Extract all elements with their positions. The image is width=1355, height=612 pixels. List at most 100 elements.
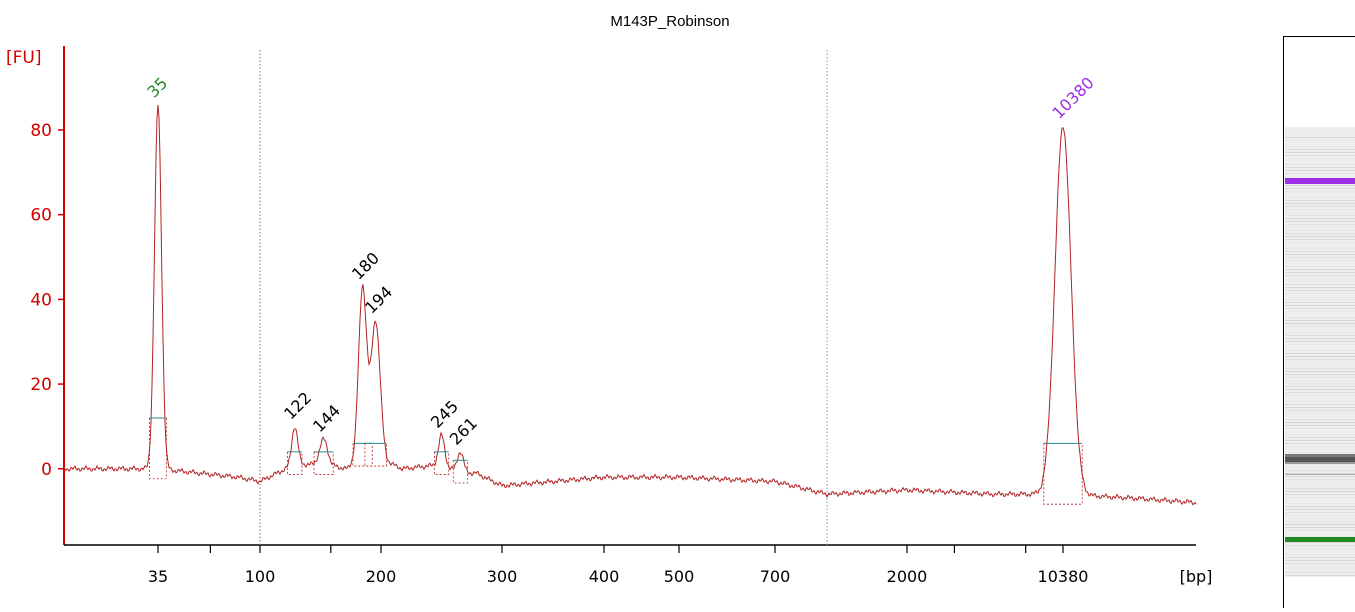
- gel-texture-line: [1285, 194, 1355, 195]
- gel-texture-line: [1285, 164, 1355, 165]
- gel-texture-line: [1285, 527, 1355, 528]
- gel-band: [1285, 457, 1355, 462]
- peak-region: [287, 451, 303, 475]
- peak-region: [313, 451, 334, 475]
- gel-texture-line: [1285, 371, 1355, 372]
- gel-texture-line: [1285, 218, 1355, 219]
- gel-image: [1285, 127, 1355, 577]
- gel-texture-line: [1285, 296, 1355, 297]
- gel-texture-line: [1285, 233, 1355, 234]
- gel-texture-line: [1285, 347, 1355, 348]
- gel-texture-line: [1285, 503, 1355, 504]
- peak-region: [364, 443, 387, 467]
- peak-label: 35: [143, 74, 171, 102]
- gel-texture-line: [1285, 380, 1355, 381]
- gel-texture-line: [1285, 152, 1355, 153]
- gel-texture-line: [1285, 494, 1355, 495]
- gel-texture-line: [1285, 521, 1355, 522]
- gel-texture-line: [1285, 398, 1355, 399]
- gel-texture-line: [1285, 365, 1355, 366]
- gel-texture-line: [1285, 446, 1355, 447]
- gel-texture-line: [1285, 254, 1355, 255]
- gel-texture-line: [1285, 476, 1355, 477]
- gel-lane: [1283, 36, 1355, 608]
- peak-label: 122: [280, 388, 315, 423]
- peak-label: 194: [361, 282, 396, 317]
- gel-texture-line: [1285, 407, 1355, 408]
- gel-texture-line: [1285, 389, 1355, 390]
- gel-texture-line: [1285, 197, 1355, 198]
- gel-texture-line: [1285, 212, 1355, 213]
- gel-texture-line: [1285, 314, 1355, 315]
- y-tick-label: 60: [30, 206, 52, 226]
- gel-texture-line: [1285, 275, 1355, 276]
- gel-texture-line: [1285, 317, 1355, 318]
- gel-texture-line: [1285, 266, 1355, 267]
- gel-texture-line: [1285, 428, 1355, 429]
- gel-texture-line: [1285, 425, 1355, 426]
- gel-texture-line: [1285, 395, 1355, 396]
- gel-texture-line: [1285, 392, 1355, 393]
- gel-texture-line: [1285, 497, 1355, 498]
- gel-band: [1285, 454, 1355, 457]
- gel-texture-line: [1285, 335, 1355, 336]
- gel-texture-line: [1285, 332, 1355, 333]
- peak-region: [149, 417, 167, 480]
- electropherogram-chart: M143P_Robinson [FU] [bp] 0 20 40 60 80 35 100 200 3…: [6, 13, 1212, 586]
- gel-texture-line: [1285, 533, 1355, 534]
- gel-texture-line: [1285, 530, 1355, 531]
- gel-texture-line: [1285, 524, 1355, 525]
- gel-texture-line: [1285, 239, 1355, 240]
- gel-texture-line: [1285, 215, 1355, 216]
- gel-texture-line: [1285, 308, 1355, 309]
- gel-texture-line: [1285, 401, 1355, 402]
- gel-texture-line: [1285, 416, 1355, 417]
- gel-texture-line: [1285, 467, 1355, 468]
- gel-texture-line: [1285, 509, 1355, 510]
- gel-texture-line: [1285, 140, 1355, 141]
- gel-texture-line: [1285, 167, 1355, 168]
- gel-texture-line: [1285, 404, 1355, 405]
- y-tick-label: 40: [30, 290, 52, 310]
- gel-texture-line: [1285, 173, 1355, 174]
- gel-texture-line: [1285, 203, 1355, 204]
- gel-texture-line: [1285, 260, 1355, 261]
- gel-texture-line: [1285, 170, 1355, 171]
- gel-texture-line: [1285, 542, 1355, 543]
- gel-texture-line: [1285, 536, 1355, 537]
- y-tick-label: 80: [30, 121, 52, 141]
- gel-texture-line: [1285, 287, 1355, 288]
- gel-texture-line: [1285, 284, 1355, 285]
- gel-texture-line: [1285, 290, 1355, 291]
- gel-band: [1285, 537, 1355, 542]
- gel-texture-line: [1285, 281, 1355, 282]
- gel-texture-line: [1285, 413, 1355, 414]
- gel-texture-line: [1285, 236, 1355, 237]
- gel-texture-line: [1285, 449, 1355, 450]
- gel-texture-line: [1285, 344, 1355, 345]
- gel-texture-line: [1285, 566, 1355, 567]
- gel-texture-line: [1285, 383, 1355, 384]
- peak-label: 10380: [1048, 73, 1097, 122]
- gel-texture-line: [1285, 251, 1355, 252]
- gel-texture-line: [1285, 146, 1355, 147]
- gel-texture-line: [1285, 452, 1355, 453]
- x-tick-label: 700: [760, 567, 791, 586]
- gel-texture-line: [1285, 272, 1355, 273]
- gel-texture-line: [1285, 563, 1355, 564]
- gel-texture-line: [1285, 374, 1355, 375]
- peak-region: [352, 443, 373, 467]
- gel-texture-line: [1285, 224, 1355, 225]
- gel-texture-line: [1285, 482, 1355, 483]
- electropherogram-trace: [63, 104, 1197, 506]
- x-tick-label: 300: [487, 567, 518, 586]
- gel-texture-line: [1285, 263, 1355, 264]
- gel-texture-line: [1285, 560, 1355, 561]
- gel-texture-line: [1285, 161, 1355, 162]
- gel-texture-line: [1285, 506, 1355, 507]
- gel-texture-line: [1285, 305, 1355, 306]
- gel-texture-line: [1285, 545, 1355, 546]
- gel-texture-line: [1285, 422, 1355, 423]
- peak-label: 180: [348, 248, 383, 283]
- gel-band: [1285, 178, 1355, 184]
